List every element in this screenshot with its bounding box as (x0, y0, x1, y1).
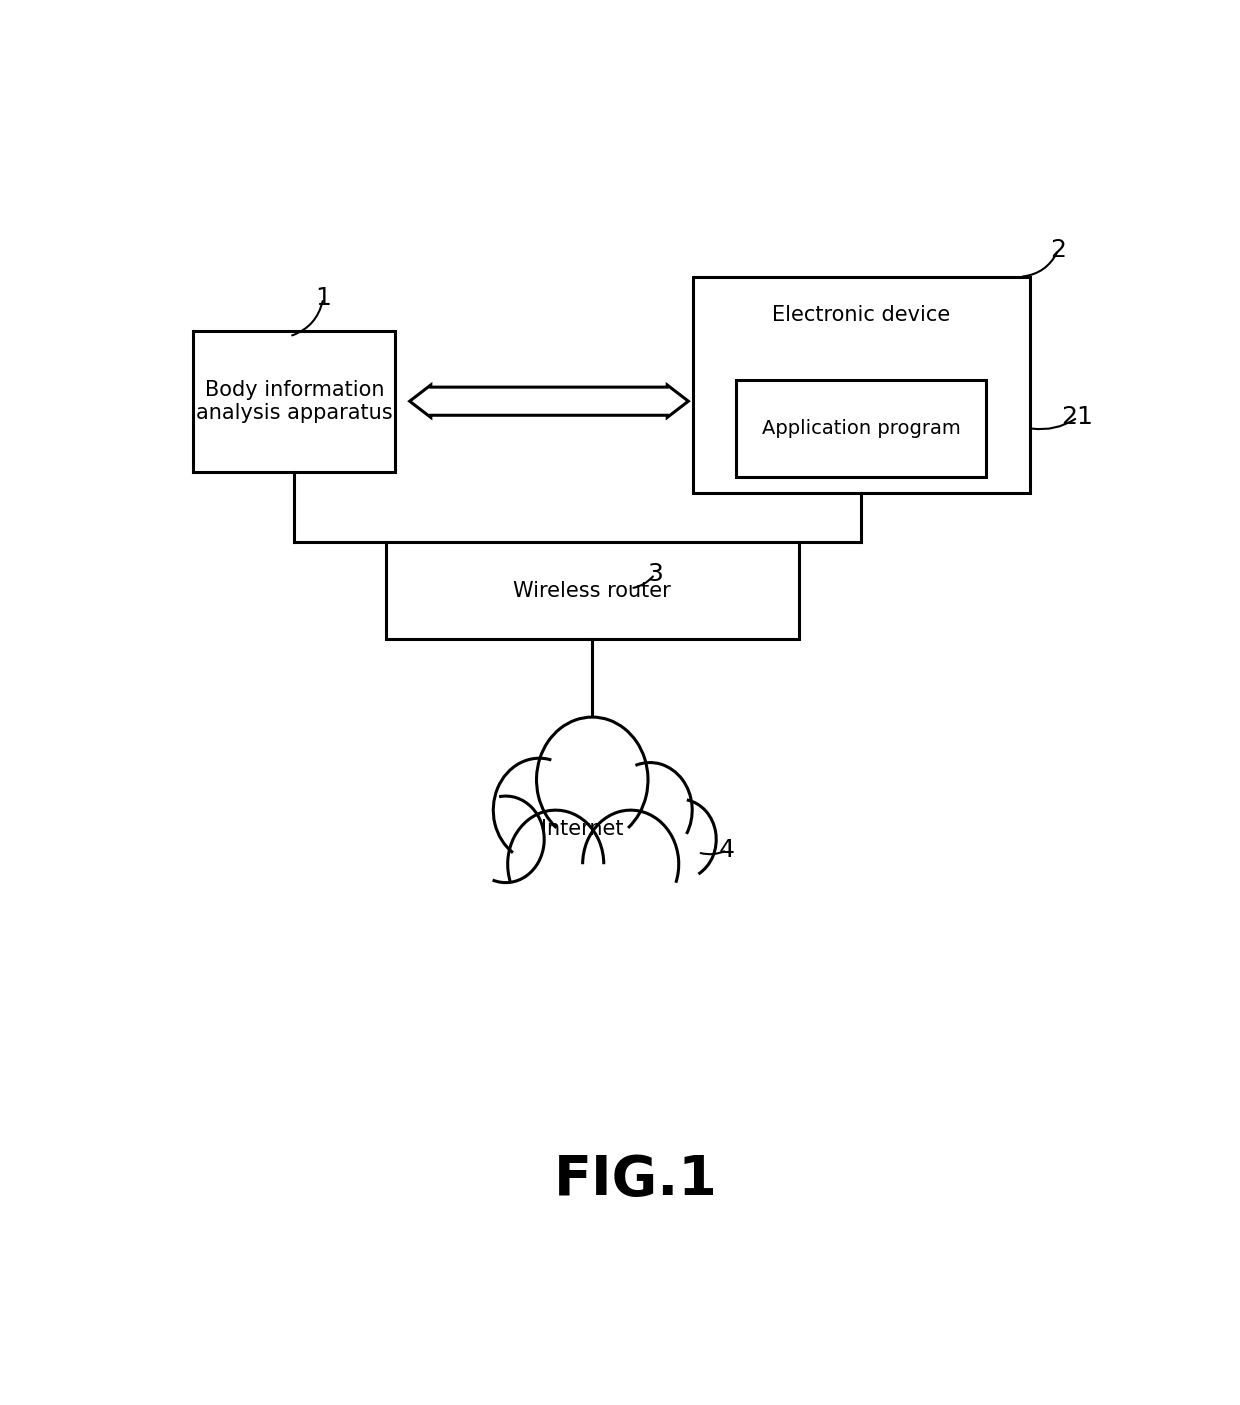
Circle shape (608, 763, 692, 857)
Circle shape (583, 811, 678, 919)
Bar (386, 542, 799, 639)
Circle shape (507, 811, 604, 919)
Text: Electronic device: Electronic device (773, 305, 951, 325)
Text: Wireless router: Wireless router (513, 580, 671, 600)
Text: 21: 21 (1061, 406, 1094, 430)
Circle shape (645, 799, 717, 880)
Circle shape (537, 717, 649, 843)
Polygon shape (409, 385, 688, 417)
Text: Internet: Internet (542, 819, 624, 839)
Circle shape (467, 797, 544, 882)
Text: FIG.1: FIG.1 (553, 1154, 718, 1207)
Text: 3: 3 (647, 562, 662, 586)
Text: Application program: Application program (761, 419, 961, 438)
Text: 4: 4 (719, 839, 735, 863)
Text: 2: 2 (1050, 237, 1066, 261)
Text: Body information
analysis apparatus: Body information analysis apparatus (196, 379, 393, 423)
Text: 1: 1 (315, 287, 331, 311)
Bar (193, 330, 396, 472)
Circle shape (494, 759, 585, 863)
Bar (693, 277, 1029, 493)
Bar (737, 379, 986, 476)
